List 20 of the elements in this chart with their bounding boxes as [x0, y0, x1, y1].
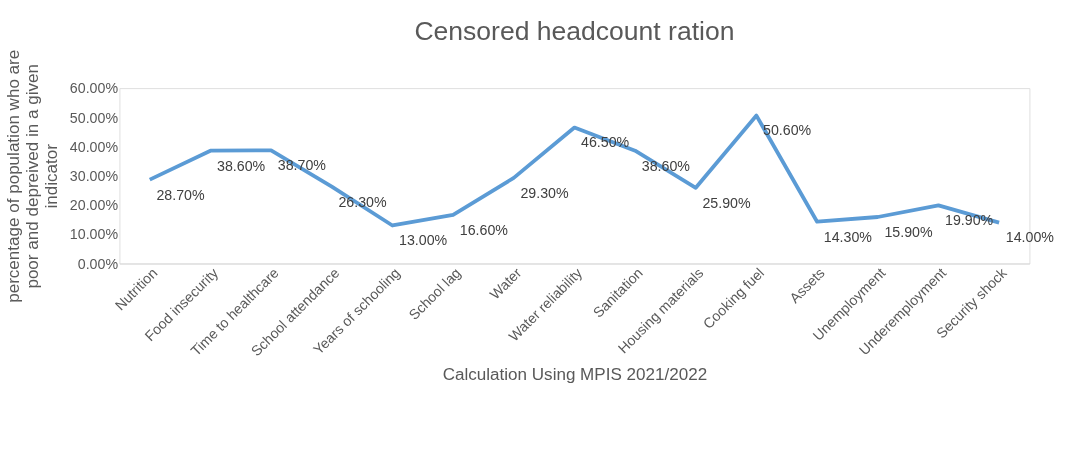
x-axis-title: Calculation Using MPIS 2021/2022: [442, 365, 708, 385]
data-label: 14.00%: [1005, 229, 1055, 246]
data-label: 19.90%: [945, 212, 994, 229]
data-label: 13.00%: [399, 232, 448, 249]
y-axis-title: percentage of population who are poor and depreived in a given indicator: [3, 49, 61, 303]
data-label: 14.30%: [823, 228, 873, 245]
chart-title: Censored headcount ration: [414, 15, 735, 46]
data-label: 29.30%: [520, 184, 569, 201]
data-label: 28.70%: [156, 186, 205, 203]
y-tick-label: 30.00%: [69, 168, 119, 185]
data-label: 25.90%: [702, 194, 751, 211]
y-tick-label: 0.00%: [77, 255, 119, 272]
data-label: 16.60%: [459, 221, 509, 238]
data-label: 15.90%: [884, 223, 933, 240]
y-tick-label: 20.00%: [69, 197, 119, 214]
y-tick-label: 40.00%: [69, 138, 119, 155]
y-tick-label: 10.00%: [69, 226, 119, 243]
data-label: 38.60%: [217, 157, 266, 174]
y-tick-label: 60.00%: [69, 80, 119, 97]
y-tick-label: 50.00%: [69, 109, 119, 126]
